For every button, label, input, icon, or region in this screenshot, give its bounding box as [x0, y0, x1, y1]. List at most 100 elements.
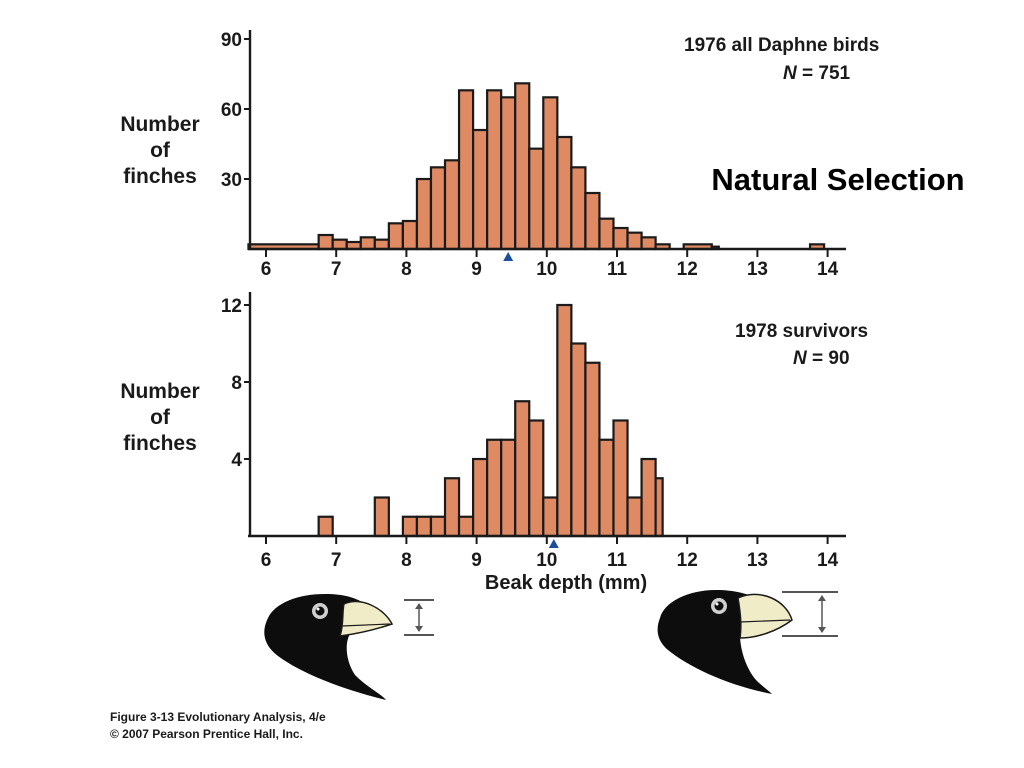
y-axis-label-1978-line3: finches: [123, 432, 197, 455]
histogram-bar: [415, 515, 433, 538]
annotation-1978-n: N: [793, 348, 808, 369]
x-tick-label: 8: [401, 259, 412, 280]
histogram-bar: [584, 191, 601, 251]
x-tick-label: 14: [817, 259, 839, 280]
histogram-bar: [570, 166, 587, 251]
x-tick-label: 9: [471, 550, 482, 571]
histogram-bar: [514, 82, 531, 251]
x-tick-label: 11: [607, 550, 628, 571]
histogram-bar: [457, 515, 475, 538]
histogram-bar: [612, 226, 629, 251]
histogram-bar: [612, 419, 629, 538]
y-axis-label-1976-line1: Number: [120, 113, 199, 136]
slide-title: Natural Selection: [711, 162, 964, 197]
mean-triangle-icon: [548, 539, 559, 548]
y-axis-label-1978-line2: of: [150, 406, 171, 429]
histogram-bar: [654, 477, 664, 538]
large-beak-finch-icon: [657, 590, 838, 694]
histogram-bar: [457, 89, 475, 251]
x-tick-label: 10: [536, 259, 557, 280]
histogram-bar: [598, 438, 615, 538]
annotation-1978-count: = 90: [807, 348, 850, 369]
histogram-bar: [500, 438, 517, 538]
y-tick-label: 60: [221, 100, 242, 121]
x-tick-label: 13: [747, 259, 768, 280]
histogram-bars-1976: [247, 82, 826, 251]
histogram-bar: [528, 147, 545, 251]
x-axis-label: Beak depth (mm): [485, 572, 647, 594]
histogram-bar: [471, 457, 489, 538]
mean-marker-1976: [503, 252, 514, 261]
histogram-bars-1978: [317, 303, 664, 538]
histogram-bar: [486, 89, 503, 251]
x-tick-label: 12: [677, 259, 698, 280]
histogram-bar: [542, 96, 559, 251]
histogram-bar: [626, 231, 643, 251]
annotation-1976-count: = 751: [797, 63, 851, 84]
y-tick-label: 90: [221, 30, 242, 51]
x-tick-label: 7: [331, 259, 342, 280]
histogram-bar: [317, 233, 334, 251]
x-tick-label: 8: [401, 550, 412, 571]
y-tick-label: 12: [221, 296, 242, 317]
histogram-bar: [429, 166, 447, 251]
x-tick-label: 13: [747, 550, 768, 571]
x-tick-label: 6: [261, 550, 272, 571]
y-tick-label: 4: [231, 450, 242, 471]
histogram-bar: [331, 238, 348, 251]
histogram-bar: [640, 457, 657, 538]
x-tick-label: 6: [261, 259, 272, 280]
histogram-bar: [387, 222, 404, 251]
y-ticks-1976: 30 60 90: [221, 30, 250, 191]
histogram-bar: [556, 135, 573, 251]
histogram-bar: [514, 400, 531, 538]
histogram-bar: [443, 159, 461, 251]
histogram-bar: [373, 238, 390, 251]
x-tick-label: 11: [607, 259, 628, 280]
histogram-bar: [626, 496, 643, 538]
x-ticks-1978: 6 7 8 9 10 11 12 13 14: [261, 536, 839, 571]
x-tick-label: 12: [677, 550, 698, 571]
annotation-1978-line1: 1978 survivors: [735, 321, 868, 342]
annotation-1976-line2: N = 751: [783, 63, 851, 84]
histogram-bar: [317, 515, 334, 538]
histogram-bar: [542, 496, 559, 538]
histogram-bar: [471, 128, 489, 251]
y-ticks-1978: 4 8 12: [221, 296, 250, 471]
y-axis-label-1976-line3: finches: [123, 165, 197, 188]
x-tick-label: 10: [536, 550, 557, 571]
histogram-bar: [570, 342, 587, 538]
y-axis-label-1978-line1: Number: [120, 380, 199, 403]
histogram-bar: [584, 361, 601, 538]
x-tick-label: 7: [331, 550, 342, 571]
y-tick-label: 30: [221, 170, 242, 191]
histogram-bar: [373, 496, 390, 538]
annotation-1976-n: N: [783, 63, 798, 84]
histogram-bar: [401, 219, 419, 251]
histogram-bar: [598, 217, 615, 251]
histogram-bar: [640, 236, 657, 251]
histogram-bar: [359, 236, 376, 251]
histogram-bar: [486, 438, 503, 538]
annotation-1978-line2: N = 90: [793, 348, 850, 369]
mean-marker-1978: [548, 539, 559, 548]
histogram-bar: [528, 419, 545, 538]
x-tick-label: 9: [471, 259, 482, 280]
histogram-bar: [500, 96, 517, 251]
histogram-bar: [556, 303, 573, 538]
mean-triangle-icon: [503, 252, 514, 261]
y-axis-label-1976-line2: of: [150, 139, 171, 162]
x-tick-label: 14: [817, 550, 839, 571]
histogram-bar: [443, 477, 461, 538]
histogram-bar: [415, 177, 433, 251]
y-tick-label: 8: [231, 373, 242, 394]
small-beak-finch-icon: [264, 594, 434, 700]
figure-credit-line2: © 2007 Pearson Prentice Hall, Inc.: [110, 727, 303, 741]
histogram-bar: [401, 515, 419, 538]
x-ticks-1976: 6 7 8 9 10 11 12 13 14: [261, 249, 839, 280]
figure-credit-line1: Figure 3-13 Evolutionary Analysis, 4/e: [110, 710, 326, 724]
annotation-1976-line1: 1976 all Daphne birds: [684, 35, 879, 56]
histogram-bar: [429, 515, 447, 538]
